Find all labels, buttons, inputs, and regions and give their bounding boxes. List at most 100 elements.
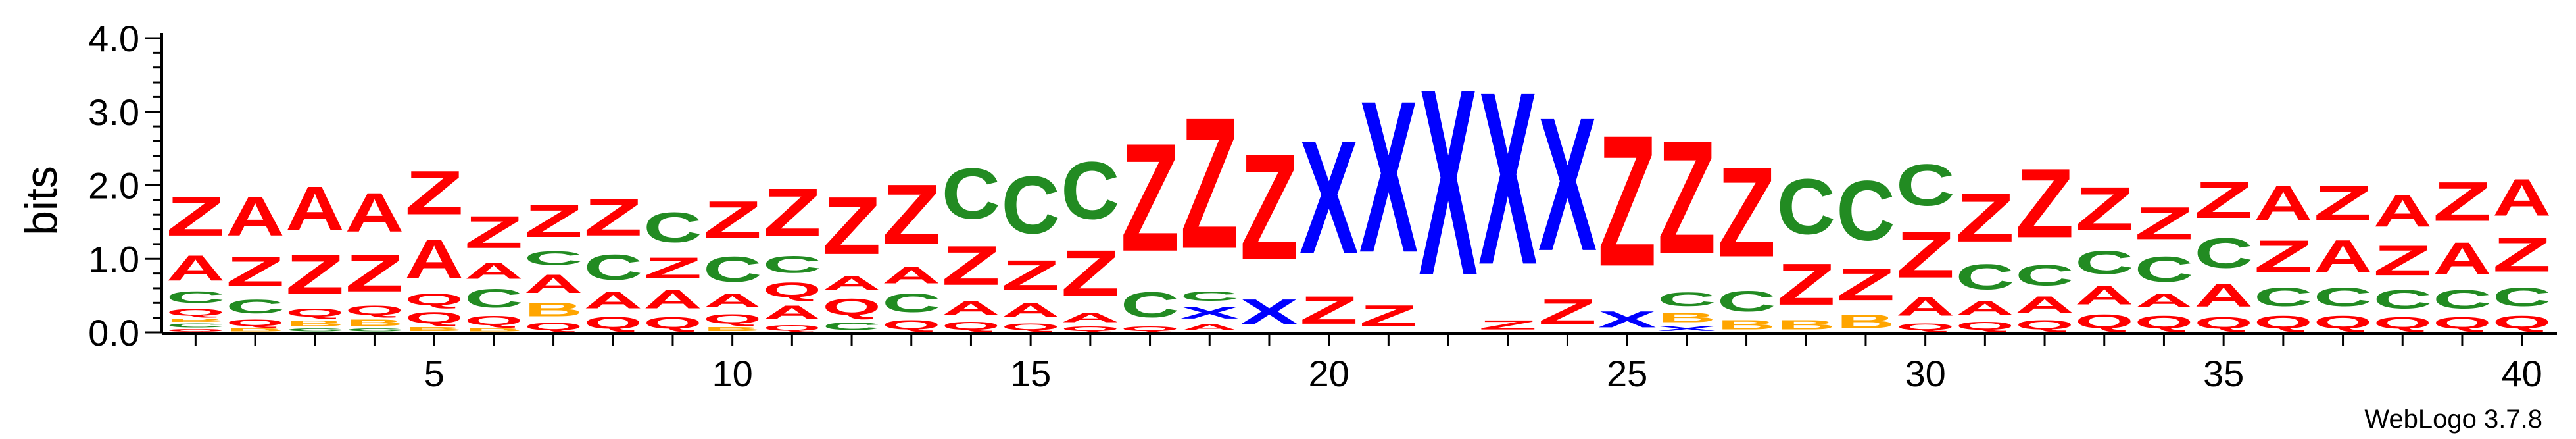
logo-column-29: BZC xyxy=(1836,163,1895,332)
logo-letter: Q xyxy=(166,307,225,318)
logo-letter: A xyxy=(2314,231,2372,282)
logo-letter: Z xyxy=(226,247,284,295)
logo-letter: C xyxy=(2135,249,2193,290)
logo-letter: Z xyxy=(1956,179,2014,256)
logo-letter: B xyxy=(464,328,523,332)
x-tick-label: 15 xyxy=(1010,353,1051,394)
logo-letter: Z xyxy=(1001,251,1059,299)
logo-letter: C xyxy=(1956,257,2014,297)
logo-column-22: X xyxy=(1419,33,1478,330)
logo-letter: Z xyxy=(1359,299,1418,332)
logo-letter: Z xyxy=(643,251,702,284)
logo-letter: C xyxy=(1180,289,1239,303)
logo-letter: X xyxy=(1300,107,1358,287)
logo-letter: A xyxy=(2254,175,2312,230)
x-tick-label: 35 xyxy=(2203,353,2244,394)
logo-letter: Z xyxy=(1597,96,1656,305)
logo-letter: Q xyxy=(822,294,881,320)
logo-letter: Q xyxy=(763,278,821,301)
logo-letter: C xyxy=(882,288,940,317)
logo-letter: Z xyxy=(2135,198,2193,249)
y-tick-label: 2.0 xyxy=(88,165,139,207)
logo-letter: Z xyxy=(584,188,643,246)
logo-letter: C xyxy=(2254,282,2312,311)
logo-letter: B xyxy=(285,319,344,328)
axes: 0.0 1.0 2.0 3.0 4.0 5 10 15 20 25 30 35 40 xyxy=(88,18,2557,394)
logo-letter: Z xyxy=(166,186,225,247)
logo-letter: Z xyxy=(1657,107,1716,287)
logo-letter: Q xyxy=(404,309,463,326)
logo-letter: A xyxy=(1061,310,1119,324)
logo-letter: B xyxy=(345,318,404,328)
logo-letter: C xyxy=(2075,244,2133,281)
logo-letter: C xyxy=(2194,229,2252,276)
logo-letter: Q xyxy=(763,324,821,332)
logo-letter: Z xyxy=(2194,170,2252,228)
credit-text: WebLogo 3.7.8 xyxy=(2364,405,2542,434)
logo-letter: A xyxy=(882,263,940,288)
logo-letter: A xyxy=(226,186,284,247)
logo-letter: Z xyxy=(2314,176,2372,231)
logo-letter: C xyxy=(1657,288,1716,310)
logo-letter: X xyxy=(1657,325,1716,332)
logo-letter: Q xyxy=(2075,310,2133,332)
logo-letter: Q xyxy=(584,313,643,332)
logo-letter: Q xyxy=(1061,325,1119,332)
logo-letter: Q xyxy=(404,290,463,309)
logo-stacks: QCBQCAZBQCZACBQZACBQZABQQAZBQCAZQBACZQAC… xyxy=(166,33,2552,332)
logo-letter: Z xyxy=(2015,149,2074,259)
logo-letter: C xyxy=(524,247,583,269)
logo-letter: C xyxy=(584,247,643,287)
logo-letter: C xyxy=(2314,282,2372,311)
logo-letter: B xyxy=(1836,311,1895,332)
logo-letter: Q xyxy=(1121,325,1179,332)
logo-letter: B xyxy=(703,326,762,332)
logo-letter: Z xyxy=(1836,259,1895,310)
logo-letter: A xyxy=(643,285,702,314)
logo-letter: C xyxy=(1896,152,1955,219)
logo-letter: C xyxy=(703,249,762,290)
logo-letter: Z xyxy=(703,190,762,249)
logo-column-20: ZX xyxy=(1300,107,1358,332)
logo-letter: A xyxy=(2075,281,2133,310)
logo-letter: Z xyxy=(1121,112,1179,284)
logo-letter: A xyxy=(404,228,463,290)
x-tick-label: 10 xyxy=(712,353,753,394)
logo-letter: B xyxy=(166,318,225,323)
logo-letter: Q xyxy=(2135,311,2193,332)
logo-letter: C xyxy=(643,203,702,251)
logo-letter: C xyxy=(2015,259,2074,292)
logo-letter: Z xyxy=(404,158,463,228)
logo-letter: A xyxy=(2194,277,2252,314)
y-tick-label: 1.0 xyxy=(88,238,139,280)
logo-letter: Z xyxy=(464,207,523,258)
logo-letter: C xyxy=(2433,285,2491,314)
logo-letter: A xyxy=(584,288,643,313)
logo-letter: C xyxy=(166,288,225,307)
logo-letter: B xyxy=(1777,318,1835,332)
logo-letter: X xyxy=(1538,78,1597,290)
logo-letter: C xyxy=(1001,160,1059,251)
logo-letter: C xyxy=(1777,163,1835,251)
logo-letter: A xyxy=(763,301,821,323)
logo-column-28: BZC xyxy=(1777,163,1835,332)
logo-letter: Z xyxy=(1896,219,1955,292)
logo-column-24: ZX xyxy=(1538,78,1597,332)
